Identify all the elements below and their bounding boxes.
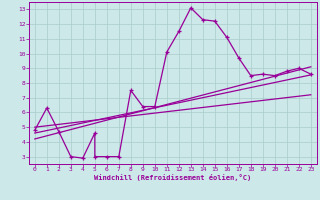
X-axis label: Windchill (Refroidissement éolien,°C): Windchill (Refroidissement éolien,°C)	[94, 174, 252, 181]
